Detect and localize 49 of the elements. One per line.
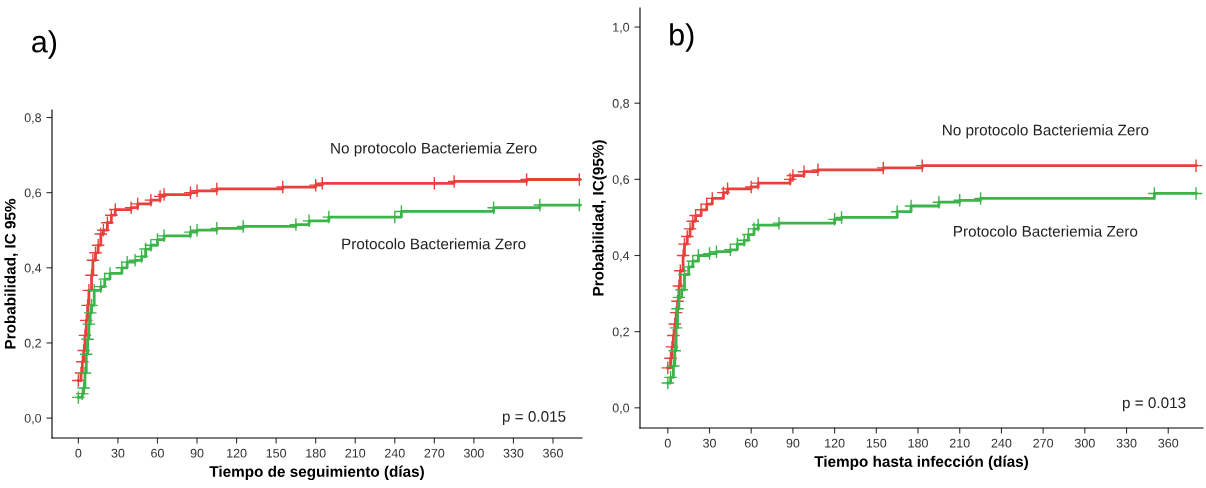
x-tick-label: 210	[949, 438, 970, 448]
x-tick-label: 0	[75, 448, 82, 458]
y-tick-label: 0,0	[24, 413, 42, 425]
annotation: p = 0.015	[502, 411, 566, 425]
y-tick-label: 0,8	[612, 99, 630, 110]
x-tick-label: 30	[111, 448, 125, 458]
x-tick-label: 90	[786, 438, 800, 448]
x-tick-label: 270	[424, 448, 445, 458]
x-tick-label: 240	[384, 448, 405, 458]
annotation: p = 0.013	[1122, 397, 1186, 412]
x-tick-label: 300	[463, 448, 484, 458]
x-tick-label: 0	[664, 438, 671, 448]
chart-title: a)	[32, 30, 57, 59]
x-tick-label: 150	[266, 448, 287, 458]
x-tick-label: 240	[991, 438, 1012, 448]
series-label: Protocolo Bacteriemia Zero	[954, 225, 1138, 237]
y-tick-label: 0,6	[24, 188, 42, 199]
y-axis-title: Probabilidad, IC 95%	[4, 198, 18, 349]
y-tick-label: 0,2	[24, 338, 41, 350]
series-label: No protocolo Bacteriemia Zero	[331, 142, 537, 157]
x-tick-label: 60	[151, 448, 164, 458]
x-tick-label: 120	[227, 448, 247, 458]
series-label: Protocolo Bacteriemia Zero	[342, 238, 526, 250]
x-axis-title: Tiempo de seguimiento (días)	[209, 465, 424, 481]
x-tick-label: 30	[703, 438, 716, 448]
x-tick-label: 270	[1033, 438, 1054, 448]
x-tick-label: 150	[866, 438, 887, 448]
x-tick-label: 360	[543, 448, 563, 458]
y-tick-label: 0,6	[612, 175, 630, 186]
x-tick-label: 360	[1158, 438, 1179, 448]
x-tick-label: 90	[190, 448, 204, 458]
x-tick-label: 180	[306, 448, 326, 458]
y-tick-label: 0,0	[612, 403, 630, 414]
x-tick-label: 330	[1116, 438, 1137, 448]
x-tick-label: 180	[908, 438, 928, 448]
y-axis-title: Probabilidad, IC(95%)	[592, 140, 607, 296]
x-tick-label: 330	[503, 448, 524, 458]
x-axis-title: Tiempo hasta infección (días)	[814, 455, 1028, 470]
y-tick-label: 0,4	[24, 263, 42, 274]
x-tick-label: 300	[1074, 438, 1095, 448]
x-tick-label: 60	[744, 438, 758, 448]
y-tick-label: 0,4	[612, 251, 630, 262]
x-tick-label: 210	[345, 448, 366, 458]
y-tick-label: 0,8	[24, 113, 42, 124]
chart-title: b)	[670, 23, 694, 52]
series-label: No protocolo Bacteriemia Zero	[943, 124, 1149, 139]
y-tick-label: 1,0	[613, 22, 630, 34]
x-tick-label: 120	[825, 438, 845, 448]
y-tick-label: 0,2	[612, 327, 629, 338]
